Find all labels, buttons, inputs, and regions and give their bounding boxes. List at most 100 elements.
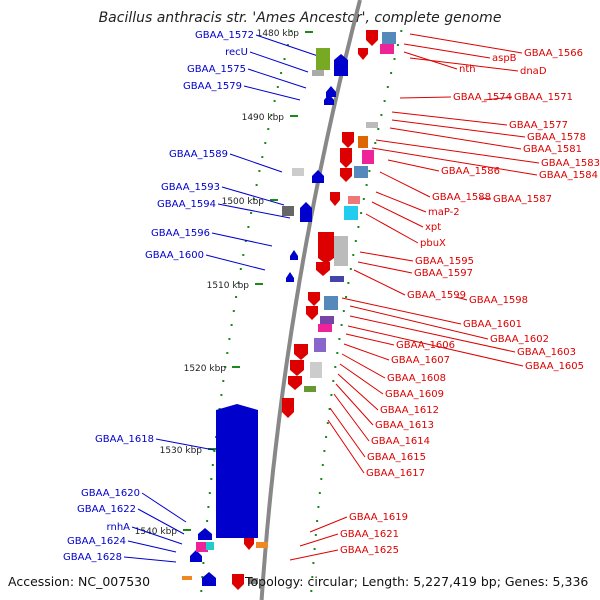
left-leader-line: [247, 68, 307, 89]
right-strand-gene: [294, 344, 308, 360]
right-gene-label: GBAA_1581: [523, 144, 582, 155]
left-rail-dot: [283, 58, 286, 60]
right-gene-label: aspB: [492, 53, 517, 64]
tick-label: 1540 kbp: [135, 527, 178, 537]
right-rail-dot: [380, 114, 383, 116]
left-gene-label: GBAA_1593: [161, 182, 220, 193]
left-leader-line: [221, 186, 285, 206]
left-rail-dot: [207, 506, 210, 508]
right-rail-dot: [360, 212, 363, 214]
gene-feature-box: [334, 236, 348, 266]
left-strand-gene: [326, 86, 336, 97]
right-gene-label: GBAA_1602: [490, 334, 549, 345]
left-rail-dot: [244, 240, 247, 242]
left-leader-line: [141, 492, 187, 523]
right-strand-gene: [308, 292, 320, 306]
right-strand-gene: [340, 148, 352, 168]
right-leader-line: [371, 147, 538, 176]
topology-text: Topology: circular; Length: 5,227,419 bp…: [245, 574, 589, 589]
right-gene-label: GBAA_1614: [371, 436, 430, 447]
right-rail-dot: [345, 296, 348, 298]
right-leader-line: [375, 191, 427, 213]
right-rail-dot: [374, 142, 377, 144]
left-rail-dot: [206, 520, 209, 522]
right-rail-dot: [362, 198, 365, 200]
left-rail-dot: [276, 86, 279, 88]
left-leader-line: [229, 153, 283, 173]
left-leader-line: [123, 556, 177, 563]
gene-feature-box: [320, 316, 334, 324]
accession-text: Accession: NC_007530: [8, 574, 151, 589]
left-gene-label: GBAA_1622: [77, 504, 136, 515]
right-rail-dot: [313, 548, 316, 550]
right-gene-label: GBAA_1612: [380, 405, 439, 416]
left-gene-label: rnhA: [107, 522, 131, 533]
right-rail-dot: [338, 338, 341, 340]
right-rail-dot: [386, 86, 389, 88]
right-gene-label: GBAA_1584: [539, 170, 598, 181]
right-gene-label: GBAA_1621: [340, 529, 399, 540]
right-rail-dot: [330, 394, 333, 396]
gene-feature-box: [362, 150, 374, 164]
right-rail-dot: [390, 72, 393, 74]
right-leader-line: [343, 343, 390, 361]
left-rail-dot: [247, 226, 250, 228]
right-leader-line: [309, 516, 348, 533]
right-leader-line: [409, 33, 523, 54]
right-leader-line: [289, 549, 339, 561]
left-leader-line: [217, 203, 291, 219]
right-strand-gene: [306, 306, 318, 320]
genome-axis: [259, 0, 362, 600]
left-strand-gene: [190, 550, 202, 562]
left-rail-dot: [264, 142, 267, 144]
right-gene-label: pbuX: [420, 238, 446, 249]
right-leader-line: [403, 43, 491, 59]
left-leader-line: [137, 508, 185, 535]
right-rail-dot: [334, 366, 337, 368]
right-leader-line: [349, 315, 516, 353]
right-leader-line: [299, 533, 339, 547]
right-strand-gene: [330, 192, 340, 206]
right-strand-gene: [232, 574, 244, 590]
right-gene-label: GBAA_1598: [469, 295, 528, 306]
gene-feature-box: [282, 206, 294, 216]
left-leader-line: [127, 540, 177, 553]
right-leader-line: [483, 96, 513, 101]
right-strand-gene: [282, 398, 294, 418]
left-leader-line: [255, 34, 319, 57]
right-gene-label: GBAA_1606: [396, 340, 455, 351]
right-gene-label: GBAA_1609: [385, 389, 444, 400]
right-rail-dot: [342, 310, 345, 312]
right-rail-dot: [396, 44, 399, 46]
right-rail-dot: [347, 282, 350, 284]
left-strand-gene: [312, 170, 324, 183]
right-leader-line: [391, 111, 508, 126]
right-rail-dot: [312, 562, 315, 564]
right-rail-dot: [354, 240, 357, 242]
right-strand-gene: [316, 262, 330, 276]
right-gene-label: GBAA_1578: [527, 132, 586, 143]
left-strand-gene: [216, 404, 258, 538]
gene-feature-box: [316, 48, 330, 70]
tick-label: 1480 kbp: [257, 29, 300, 39]
right-leader-line: [337, 373, 379, 411]
right-gene-label: GBAA_1597: [414, 268, 473, 279]
right-gene-label: GBAA_1566: [524, 48, 583, 59]
right-strand-gene: [366, 30, 378, 46]
right-rail-dot: [323, 450, 326, 452]
gene-feature-box: [312, 70, 324, 76]
right-leader-line: [329, 407, 366, 458]
left-rail-dot: [270, 114, 273, 116]
right-gene-label: GBAA_1571: [514, 92, 573, 103]
left-rail-dot: [200, 590, 203, 592]
right-gene-label: nth: [459, 64, 476, 75]
left-gene-label: GBAA_1575: [187, 64, 246, 75]
right-gene-label: GBAA_1615: [367, 452, 426, 463]
gene-feature-box: [248, 578, 258, 584]
left-gene-label: GBAA_1628: [63, 552, 122, 563]
right-leader-line: [335, 383, 374, 426]
right-leader-line: [339, 363, 384, 395]
tick-label: 1510 kbp: [207, 281, 250, 291]
right-leader-line: [341, 297, 462, 325]
tick-label: 1520 kbp: [184, 364, 227, 374]
